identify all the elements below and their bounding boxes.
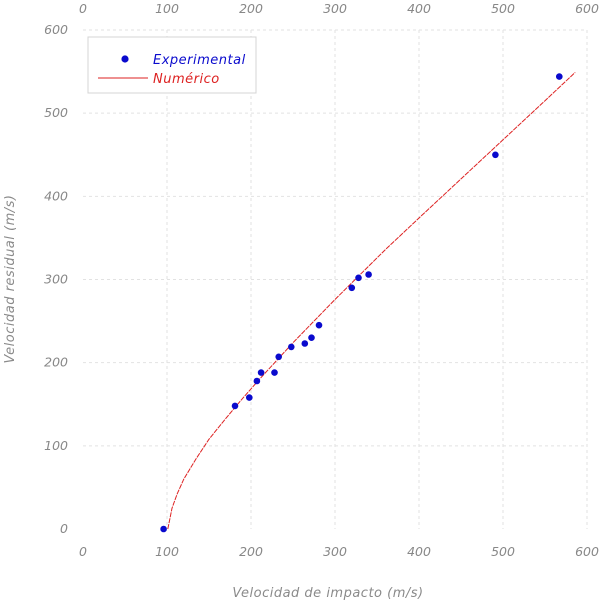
- x-tick-label-top: 600: [575, 1, 599, 16]
- x-tick-label-top: 400: [407, 1, 431, 16]
- experimental-point: [365, 271, 372, 278]
- grid: [83, 29, 588, 529]
- y-tick-label: 400: [44, 188, 68, 203]
- legend-marker-experimental: [121, 55, 129, 63]
- x-tick-label-top: 500: [491, 1, 515, 16]
- tick-labels: 0010010020020030030040040050050060060001…: [44, 1, 599, 559]
- x-tick-label: 300: [323, 544, 347, 559]
- x-tick-label: 200: [239, 544, 263, 559]
- experimental-point: [301, 340, 309, 347]
- experimental-point: [231, 402, 239, 410]
- experimental-point: [271, 369, 278, 376]
- x-tick-label: 0: [79, 544, 87, 559]
- numeric-line: [167, 72, 576, 530]
- numeric-series: [167, 72, 576, 530]
- x-tick-label: 400: [407, 544, 431, 559]
- experimental-point: [348, 284, 356, 292]
- legend-label-numerico: Numérico: [153, 72, 220, 87]
- y-tick-label: 200: [44, 355, 68, 370]
- x-tick-label: 500: [491, 544, 515, 559]
- x-tick-label-top: 100: [155, 1, 179, 16]
- y-tick-label: 500: [44, 105, 68, 120]
- experimental-point: [257, 369, 265, 376]
- experimental-point: [275, 353, 283, 361]
- x-axis-title: Velocidad de impacto (m/s): [232, 586, 423, 601]
- y-tick-label: 0: [60, 521, 68, 536]
- y-axis-title: Velocidad residual (m/s): [3, 195, 18, 364]
- x-tick-label: 600: [575, 544, 599, 559]
- legend-box: [87, 36, 257, 94]
- experimental-point: [253, 377, 261, 385]
- experimental-point: [315, 321, 323, 329]
- x-tick-label-top: 200: [239, 1, 263, 16]
- y-tick-label: 100: [44, 438, 68, 453]
- x-tick-label-top: 0: [79, 1, 87, 16]
- experimental-point: [246, 394, 253, 401]
- y-tick-label: 600: [44, 22, 68, 37]
- legend: Experimental Numérico: [87, 36, 257, 94]
- legend-label-experimental: Experimental: [153, 53, 246, 68]
- x-tick-label: 100: [155, 544, 179, 559]
- x-tick-label-top: 300: [323, 1, 347, 16]
- experimental-point: [288, 343, 295, 351]
- experimental-point: [556, 73, 563, 80]
- experimental-point: [355, 274, 362, 282]
- experimental-point: [492, 151, 499, 159]
- experimental-series: [160, 73, 563, 533]
- experimental-point: [308, 334, 315, 342]
- experimental-point: [160, 525, 167, 533]
- y-tick-label: 300: [44, 272, 68, 287]
